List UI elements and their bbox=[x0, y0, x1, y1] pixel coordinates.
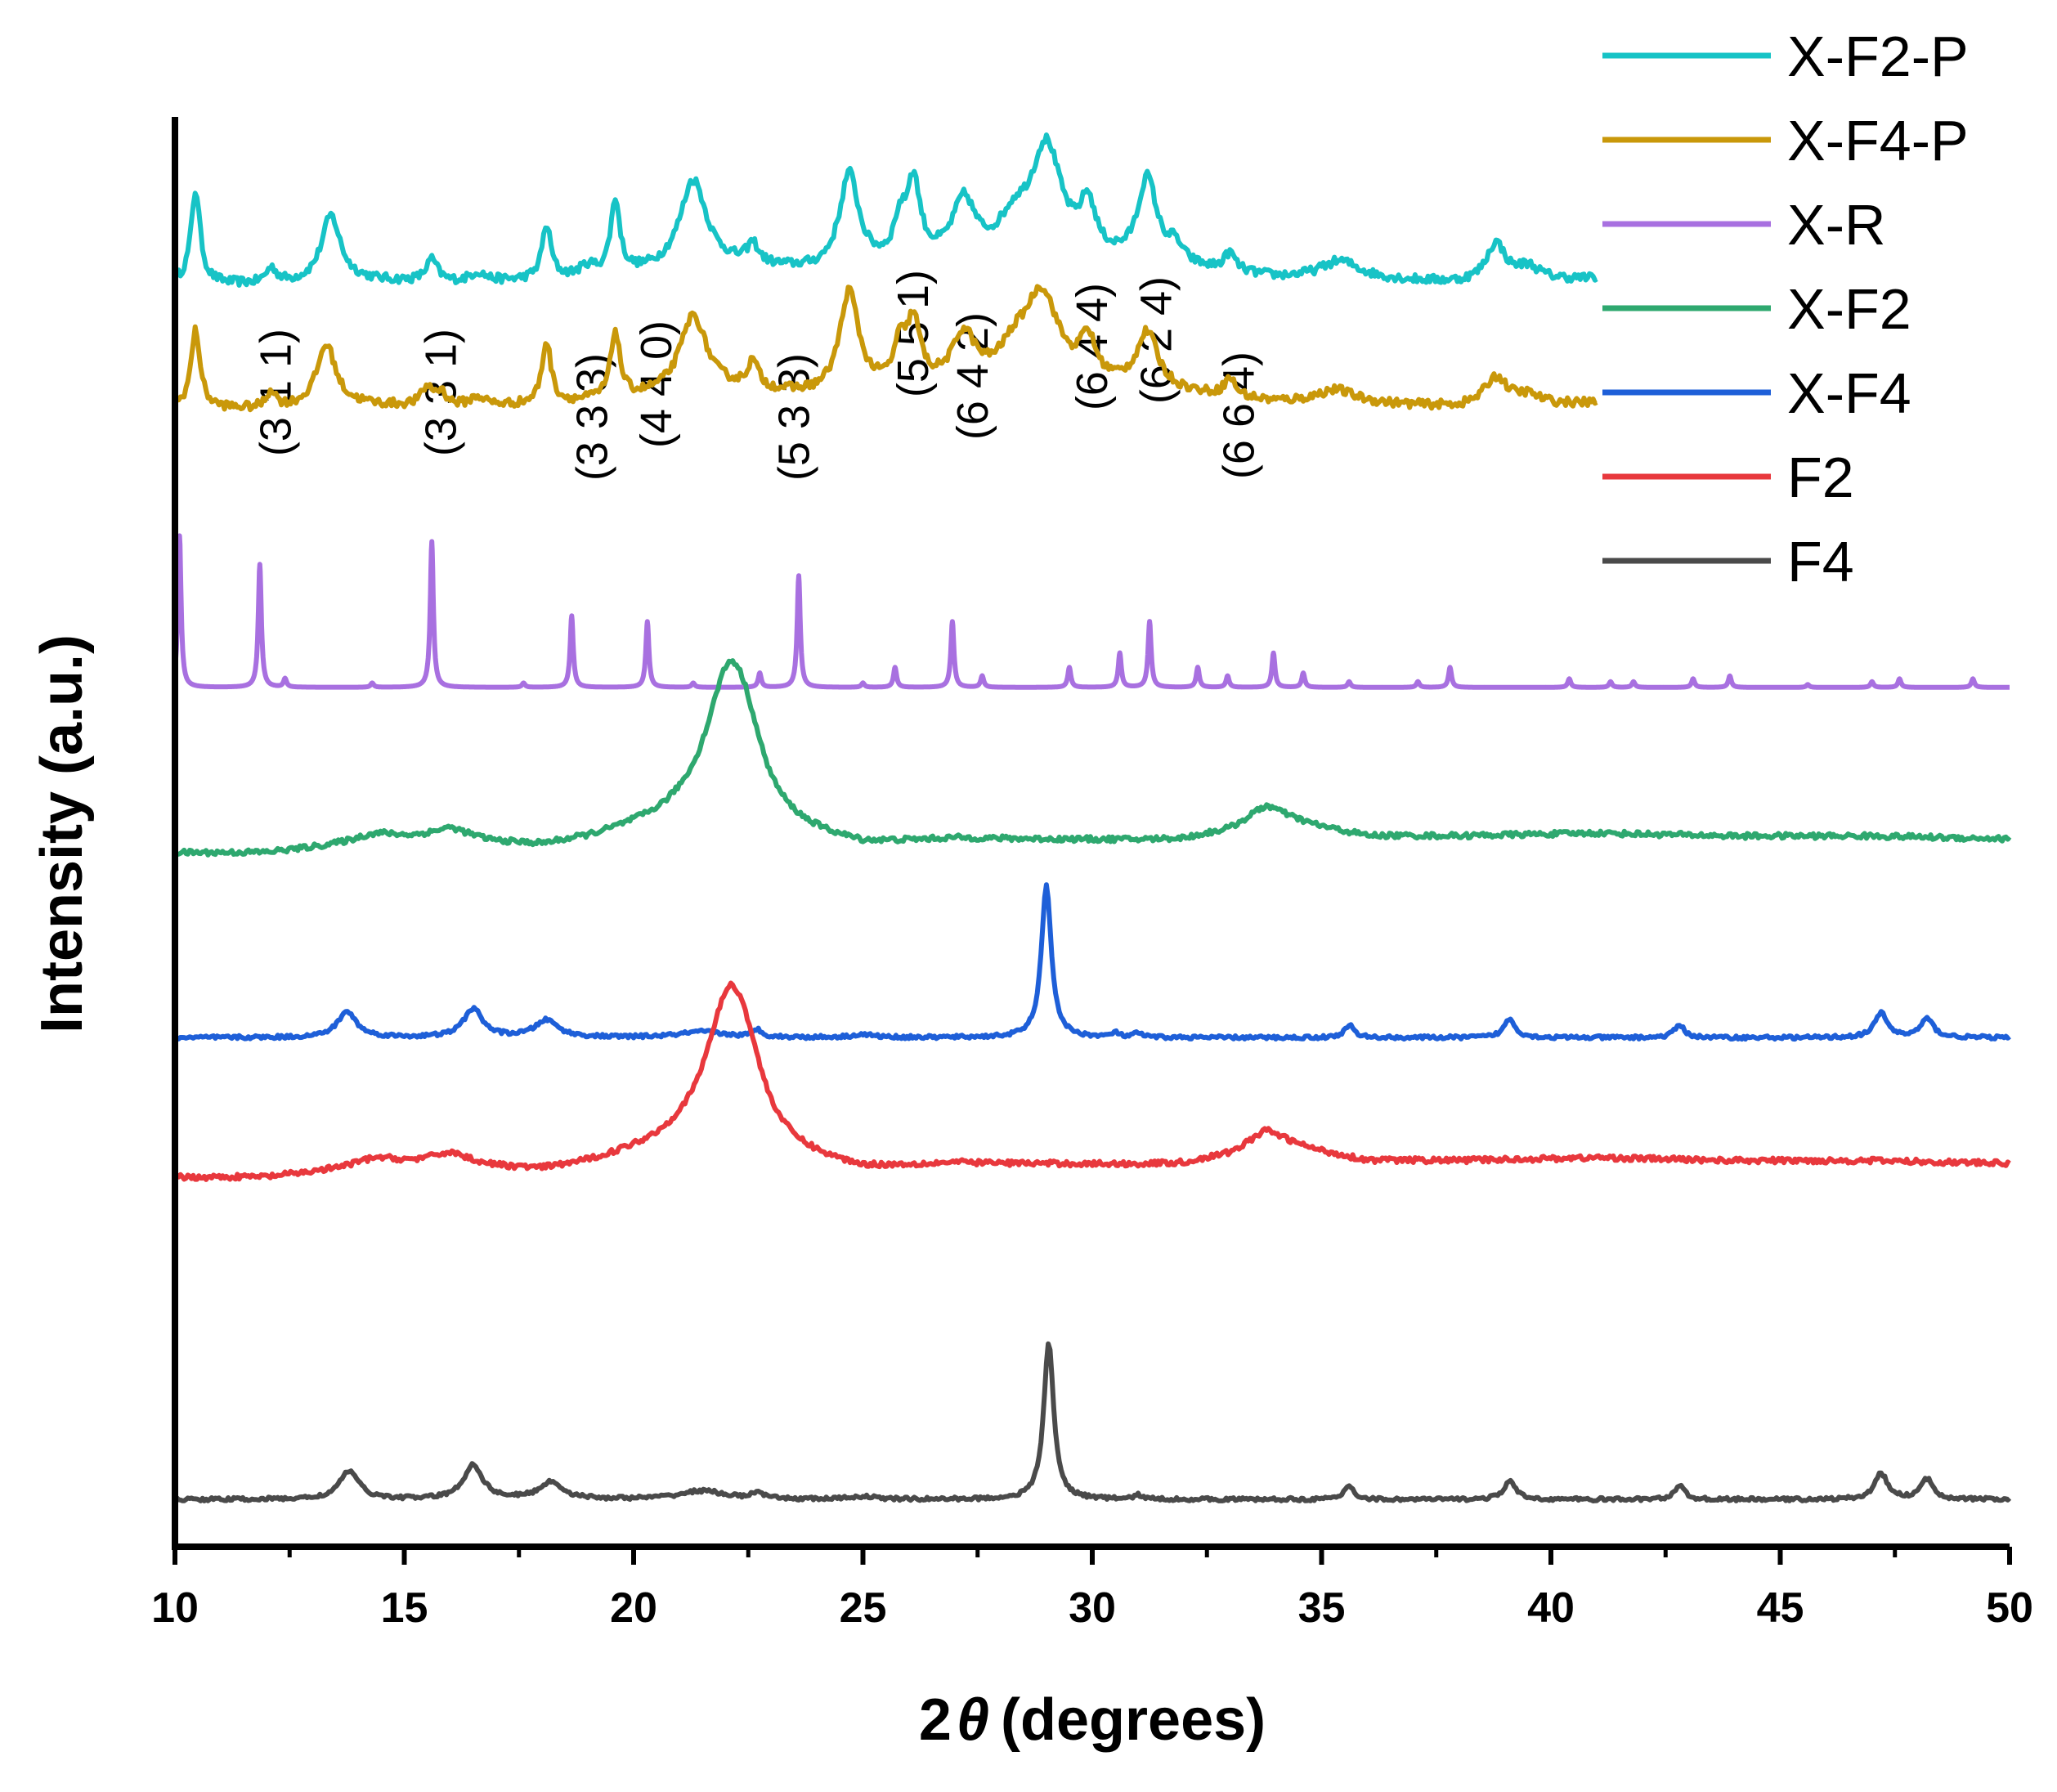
x-axis-title-theta: θ bbox=[957, 1687, 989, 1753]
x-tick-label: 40 bbox=[1527, 1584, 1575, 1632]
legend-label: X-F2-P bbox=[1787, 25, 1969, 88]
series-line-f4 bbox=[173, 1341, 2012, 1503]
series-line-x-f4 bbox=[173, 882, 2011, 1042]
x-tick-label: 25 bbox=[840, 1584, 887, 1632]
x-ticks: 10 15 20 25 30 35 40 45 50 bbox=[151, 1547, 2033, 1632]
x-tick-label: 10 bbox=[151, 1584, 199, 1632]
legend-label: X-F4 bbox=[1787, 361, 1911, 425]
legend-label: X-R bbox=[1787, 193, 1886, 257]
x-tick-label: 50 bbox=[1986, 1584, 2033, 1632]
x-tick-label: 30 bbox=[1069, 1584, 1116, 1632]
legend-label: X-F2 bbox=[1787, 277, 1911, 341]
x-axis-title: 2θ (degrees) bbox=[919, 1687, 1266, 1753]
x-axis-title-suffix: (degrees) bbox=[1001, 1687, 1266, 1753]
hkl-label: (4 4 0) bbox=[632, 320, 681, 448]
legend: X-F2-P X-F4-P X-R X-F2 X-F4 F2 F4 bbox=[1602, 25, 1969, 594]
legend-label: F2 bbox=[1787, 446, 1854, 509]
x-tick-label: 45 bbox=[1757, 1584, 1804, 1632]
series-line-f2 bbox=[173, 980, 2011, 1182]
y-axis-title: Intensity (a.u.) bbox=[29, 634, 95, 1033]
hkl-label: (6 6 4) bbox=[1215, 352, 1264, 479]
legend-label: X-F4-P bbox=[1787, 109, 1969, 172]
series-line-x-r bbox=[173, 533, 2012, 690]
series-line-x-f4-p bbox=[173, 284, 1598, 413]
x-axis-title-prefix: 2 bbox=[919, 1687, 952, 1753]
series-line-x-f2-p bbox=[173, 132, 1598, 288]
series-line-x-f2 bbox=[174, 658, 2012, 858]
hkl-annotations: (3 1 1) (3 3 1) (3 3 3) (4 4 0) (5 3 3)(5 5 … bbox=[251, 270, 1263, 481]
hkl-label: (6 4 2) bbox=[948, 312, 997, 440]
plot-series bbox=[173, 132, 2012, 1503]
x-tick-label: 35 bbox=[1298, 1584, 1346, 1632]
legend-label: F4 bbox=[1787, 530, 1854, 594]
hkl-label: (5 3 3) bbox=[769, 353, 818, 481]
x-tick-label: 20 bbox=[610, 1584, 657, 1632]
x-tick-label: 15 bbox=[381, 1584, 428, 1632]
